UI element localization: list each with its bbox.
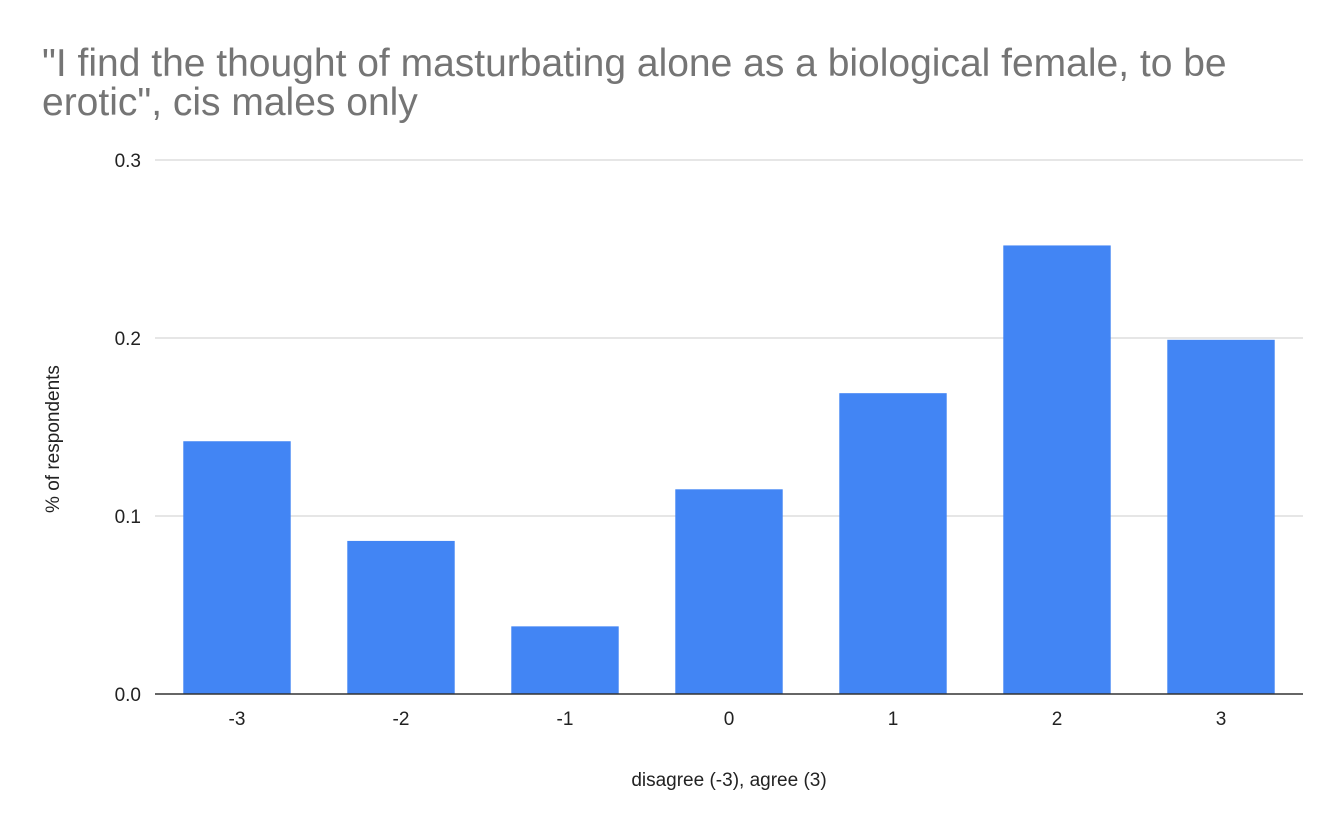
x-tick-label: -2 (393, 709, 410, 730)
y-axis-title: % of respondents (43, 365, 64, 513)
x-tick-label: 3 (1216, 709, 1227, 730)
bar-1 (839, 393, 947, 694)
x-tick-labels: -3 -2 -1 0 1 2 3 (229, 709, 1227, 730)
chart-title-line-1: "I find the thought of masturbating alon… (42, 42, 1227, 85)
x-tick-label: 2 (1052, 709, 1063, 730)
x-tick-label: 0 (724, 709, 735, 730)
x-tick-label: 1 (888, 709, 899, 730)
bars (183, 245, 1275, 694)
bar--1 (511, 626, 619, 694)
chart-title-line-2: erotic", cis males only (42, 81, 418, 124)
x-tick-label: -3 (229, 709, 246, 730)
y-tick-labels: 0.0 0.1 0.2 0.3 (115, 151, 141, 706)
y-tick-label: 0.2 (115, 329, 141, 350)
x-tick-label: -1 (557, 709, 574, 730)
bar-2 (1003, 245, 1111, 694)
y-tick-label: 0.1 (115, 507, 141, 528)
y-tick-label: 0.3 (115, 151, 141, 172)
x-axis-title: disagree (-3), agree (3) (631, 770, 826, 791)
bar--3 (183, 441, 291, 694)
bar--2 (347, 540, 455, 694)
gridlines (155, 159, 1303, 517)
bar-3 (1167, 339, 1275, 694)
bar-0 (675, 489, 783, 694)
y-tick-label: 0.0 (115, 685, 141, 706)
